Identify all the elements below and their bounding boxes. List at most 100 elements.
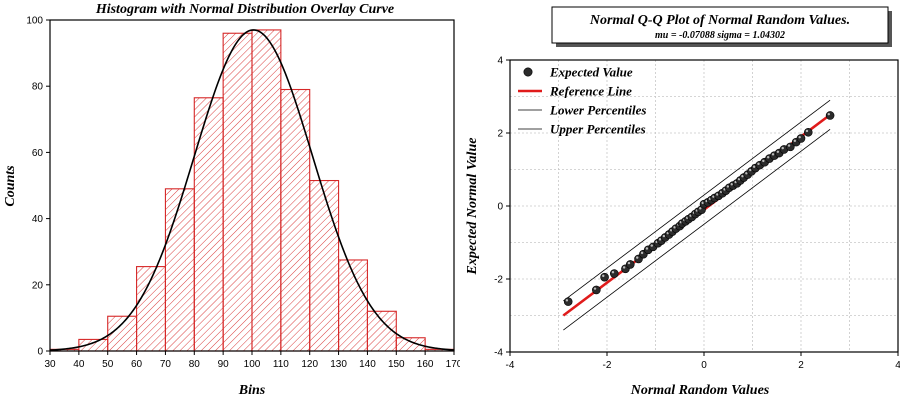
histogram-bar: [107, 315, 138, 352]
qq-data-point: [825, 111, 835, 120]
qq-points: [563, 111, 835, 306]
histogram-x-tick-label: 40: [73, 359, 85, 370]
qq-x-axis-label: Normal Random Values: [630, 383, 770, 398]
qq-legend-marker-symbol: [523, 67, 533, 77]
qq-y-axis-label: Expected Normal Value: [465, 138, 480, 276]
qq-data-point-highlight: [658, 238, 662, 241]
histogram-chart: Histogram with Normal Distribution Overl…: [3, 2, 460, 398]
qq-y-tick-label: -2: [494, 275, 503, 286]
qq-data-point-highlight: [776, 150, 780, 153]
histogram-x-tick-label: 160: [417, 359, 434, 370]
qq-data-point: [796, 134, 806, 143]
qq-data-point: [563, 297, 573, 306]
qq-y-tick-label: 4: [497, 56, 503, 67]
qq-data-point-highlight: [611, 271, 615, 274]
qq-data-point-highlight: [749, 168, 752, 172]
qq-x-tick-label: 0: [701, 360, 707, 371]
histogram-x-tick-label: 150: [388, 359, 405, 370]
histogram-x-tick-label: 80: [189, 359, 201, 370]
qq-data-point-highlight: [645, 247, 649, 250]
histogram-y-ticks: 0 20 40 60 80 100: [26, 16, 50, 358]
qq-data-point-highlight: [781, 146, 784, 150]
qq-plot-chart: Normal Q-Q Plot of Normal Random Values.…: [465, 6, 900, 398]
qq-legend-label: Expected Value: [549, 65, 633, 80]
qq-data-point-highlight: [787, 144, 791, 147]
histogram-x-tick-label: 100: [244, 359, 261, 370]
histogram-y-tick-label: 40: [32, 214, 44, 225]
qq-data-point: [625, 260, 635, 269]
histogram-x-tick-label: 170: [446, 359, 460, 370]
qq-data-point: [600, 272, 609, 282]
qq-data-point-highlight: [741, 175, 744, 178]
histogram-title: Histogram with Normal Distribution Overl…: [95, 2, 394, 17]
histogram-y-tick-label: 80: [32, 82, 44, 93]
qq-data-point-highlight: [650, 244, 653, 247]
qq-data-point: [803, 127, 813, 137]
qq-title-box: [551, 6, 889, 44]
histogram-bar: [280, 88, 311, 352]
qq-data-point-highlight: [745, 172, 748, 175]
qq-x-tick-label: 4: [895, 360, 900, 371]
histogram-x-tick-label: 140: [359, 359, 376, 370]
qq-legend-label: Upper Percentiles: [550, 122, 646, 137]
histogram-bars: [49, 29, 455, 352]
histogram-x-tick-label: 30: [44, 359, 56, 370]
qq-y-tick-label: -4: [494, 348, 503, 359]
qq-y-ticks: -4 -2 0 2 4: [494, 56, 510, 359]
qq-data-point-highlight: [757, 162, 760, 166]
histogram-bar: [251, 29, 282, 352]
qq-data-point-highlight: [726, 185, 730, 188]
qq-x-tick-label: -2: [603, 360, 612, 371]
qq-data-point-highlight: [712, 195, 715, 198]
histogram-x-tick-label: 120: [301, 359, 318, 370]
qq-y-tick-label: 2: [497, 129, 503, 140]
histogram-x-tick-label: 70: [160, 359, 172, 370]
qq-data-point-highlight: [622, 266, 626, 269]
normal-overlay-curve: [49, 29, 455, 351]
histogram-x-axis-label: Bins: [238, 383, 266, 398]
qq-data-point-highlight: [636, 256, 639, 259]
histogram-x-tick-label: 130: [330, 359, 347, 370]
qq-data-point-highlight: [827, 112, 830, 116]
qq-data-point-highlight: [805, 129, 809, 133]
qq-legend-label: Reference Line: [549, 84, 632, 99]
histogram-x-tick-label: 90: [218, 359, 230, 370]
qq-lower-percentile-line: [563, 129, 831, 331]
qq-data-point-highlight: [593, 287, 597, 290]
histogram-x-tick-label: 110: [273, 359, 289, 370]
qq-data-point-highlight: [766, 156, 770, 159]
histogram-y-axis-label: Counts: [3, 165, 18, 207]
qq-grid: [510, 60, 898, 352]
qq-data-point-highlight: [793, 139, 797, 143]
qq-data-point-highlight: [640, 251, 644, 255]
histogram-bar: [366, 310, 397, 352]
histogram-y-tick-label: 0: [37, 347, 43, 358]
histogram-x-ticks: 30 40 50 60 70 80 90 100 110 120 130 140 150 160 170: [44, 351, 460, 370]
qq-data-point-highlight: [662, 234, 666, 238]
qq-data-point-highlight: [730, 183, 733, 186]
qq-data-point: [592, 285, 601, 295]
qq-data-point-highlight: [673, 226, 676, 229]
qq-data-point: [609, 269, 619, 278]
qq-legend: Expected Value Reference Line Lower Percen…: [518, 65, 646, 137]
qq-data-point-highlight: [627, 261, 631, 265]
histogram-bar: [309, 179, 340, 352]
qq-upper-percentile-line: [563, 99, 831, 302]
histogram-y-tick-label: 100: [26, 16, 43, 27]
qq-data-point-highlight: [699, 207, 702, 210]
histogram-y-tick-label: 60: [32, 148, 44, 159]
qq-data-point-highlight: [565, 299, 569, 302]
qq-x-ticks: -4 -2 0 2 4: [506, 352, 900, 371]
qq-data-point-highlight: [771, 153, 775, 156]
histogram-bar: [164, 188, 195, 352]
qq-x-tick-label: 2: [798, 360, 804, 371]
qq-y-tick-label: 0: [497, 202, 503, 213]
histogram-x-tick-label: 60: [131, 359, 143, 370]
histogram-bar: [193, 97, 224, 352]
histogram-bar: [222, 32, 253, 352]
qq-data-point-highlight: [701, 201, 704, 205]
qq-data-point-highlight: [716, 193, 719, 196]
qq-data-point-highlight: [762, 159, 765, 163]
histogram-x-tick-label: 50: [102, 359, 114, 370]
qq-legend-label: Lower Percentiles: [549, 103, 646, 118]
